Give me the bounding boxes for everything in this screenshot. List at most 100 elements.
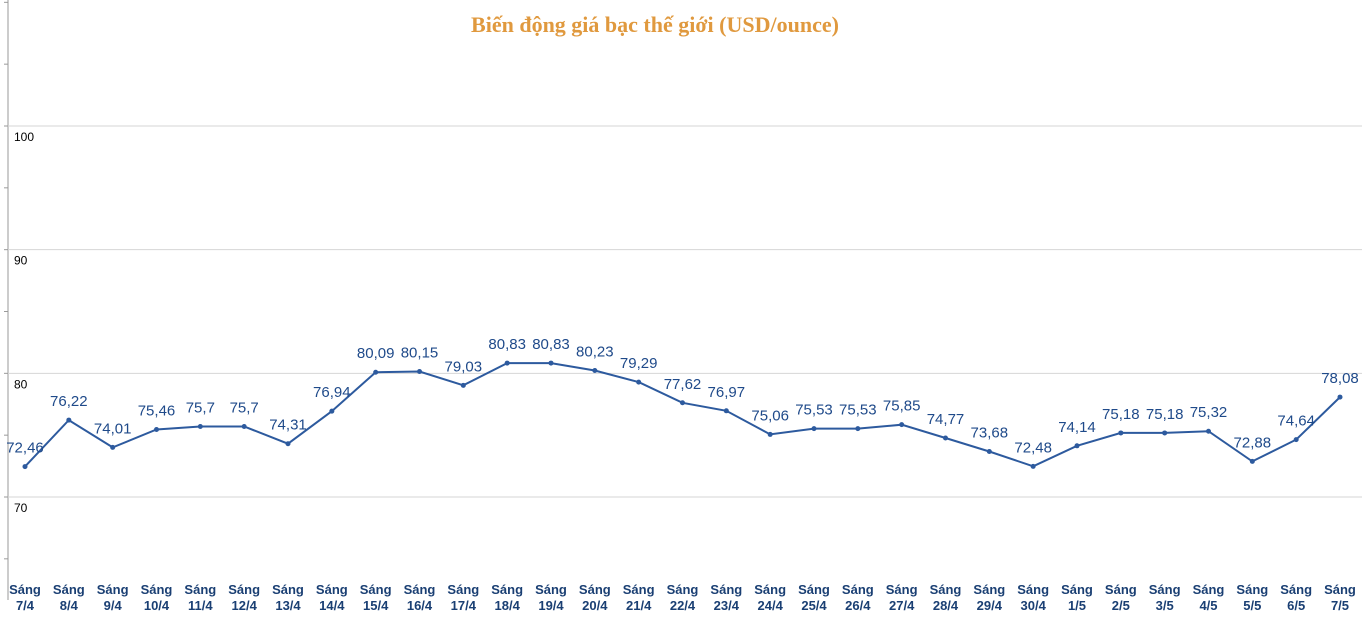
x-tick-label: Sáng	[1149, 582, 1181, 597]
data-label: 80,23	[576, 343, 614, 360]
x-tick-label: Sáng	[360, 582, 392, 597]
x-tick-label: Sáng	[535, 582, 567, 597]
x-tick-label: Sáng	[623, 582, 655, 597]
data-label: 72,48	[1014, 439, 1052, 456]
data-point	[197, 424, 203, 430]
data-label: 75,53	[795, 402, 833, 419]
data-point	[1249, 458, 1255, 464]
x-tick-label: 24/4	[758, 598, 784, 613]
data-label: 72,46	[6, 440, 44, 457]
x-tick-label: 19/4	[538, 598, 564, 613]
x-tick-label: Sáng	[97, 582, 129, 597]
data-label: 75,46	[138, 402, 176, 419]
y-tick-label: 100	[14, 130, 34, 144]
data-label: 78,08	[1321, 370, 1359, 387]
x-tick-label: Sáng	[667, 582, 699, 597]
data-point	[373, 369, 379, 375]
x-tick-label: Sáng	[1236, 582, 1268, 597]
x-tick-label: Sáng	[316, 582, 348, 597]
data-point	[22, 464, 28, 470]
data-point	[1162, 430, 1168, 436]
x-tick-label: 11/4	[188, 598, 213, 613]
data-point	[767, 431, 773, 437]
x-tick-label: 8/4	[60, 598, 79, 613]
x-tick-label: Sáng	[1017, 582, 1049, 597]
x-tick-label: 21/4	[626, 598, 652, 613]
x-tick-label: Sáng	[1105, 582, 1137, 597]
data-point	[241, 424, 247, 430]
y-tick-label: 70	[14, 501, 28, 515]
data-point	[680, 400, 685, 406]
x-tick-label: 12/4	[232, 598, 258, 613]
x-tick-label: 28/4	[933, 598, 959, 613]
x-tick-label: 15/4	[363, 598, 389, 613]
x-tick-label: 7/5	[1331, 598, 1349, 613]
data-point	[66, 417, 72, 423]
x-tick-label: Sáng	[9, 582, 41, 597]
data-point	[548, 360, 554, 366]
data-label: 75,18	[1146, 406, 1184, 423]
x-tick-label: Sáng	[1324, 582, 1356, 597]
data-label: 75,53	[839, 402, 877, 419]
data-label: 75,06	[751, 407, 789, 424]
data-label: 76,97	[708, 384, 746, 401]
data-label: 75,7	[186, 400, 215, 417]
x-tick-label: Sáng	[973, 582, 1005, 597]
x-tick-label: Sáng	[579, 582, 611, 597]
data-point	[460, 382, 466, 388]
x-tick-label: 3/5	[1156, 598, 1174, 613]
data-label: 75,7	[230, 400, 259, 417]
data-point	[110, 444, 116, 450]
data-point	[592, 367, 598, 373]
data-point	[1337, 394, 1343, 400]
x-tick-label: Sáng	[272, 582, 304, 597]
data-point	[154, 426, 159, 432]
y-tick-label: 90	[14, 254, 28, 268]
data-point	[943, 435, 948, 441]
x-tick-label: 16/4	[407, 598, 433, 613]
x-tick-label: 10/4	[144, 598, 170, 613]
data-point	[1074, 443, 1080, 449]
x-tick-label: Sáng	[53, 582, 85, 597]
data-point	[723, 408, 729, 414]
x-tick-label: 17/4	[451, 598, 477, 613]
data-label: 74,64	[1277, 413, 1315, 430]
data-point	[855, 426, 861, 432]
data-label: 74,01	[94, 420, 132, 437]
x-tick-label: Sáng	[447, 582, 479, 597]
x-tick-label: Sáng	[886, 582, 918, 597]
data-label: 74,31	[269, 417, 307, 434]
x-tick-label: 13/4	[275, 598, 301, 613]
x-tick-label: 29/4	[977, 598, 1003, 613]
x-tick-label: 2/5	[1112, 598, 1130, 613]
data-point	[811, 426, 817, 432]
x-tick-label: Sáng	[404, 582, 436, 597]
x-tick-label: Sáng	[228, 582, 260, 597]
data-label: 74,77	[927, 411, 965, 428]
x-tick-label: Sáng	[710, 582, 742, 597]
x-tick-label: 20/4	[582, 598, 608, 613]
x-tick-label: Sáng	[141, 582, 173, 597]
data-label: 77,62	[664, 376, 702, 393]
x-tick-label: 25/4	[801, 598, 827, 613]
x-tick-label: Sáng	[491, 582, 523, 597]
data-point	[417, 368, 422, 374]
data-label: 73,68	[971, 424, 1009, 441]
x-tick-label: 14/4	[319, 598, 345, 613]
x-tick-label: 5/5	[1243, 598, 1261, 613]
x-tick-label: 30/4	[1021, 598, 1047, 613]
x-tick-label: Sáng	[184, 582, 216, 597]
y-tick-label: 80	[14, 377, 28, 391]
data-label: 75,18	[1102, 406, 1140, 423]
data-label: 79,29	[620, 355, 658, 372]
x-tick-label: Sáng	[842, 582, 874, 597]
data-label: 80,15	[401, 344, 439, 361]
chart-title: Biến động giá bạc thế giới (USD/ounce)	[471, 12, 839, 37]
x-tick-label: 6/5	[1287, 598, 1305, 613]
data-point	[899, 422, 905, 428]
x-tick-label: 18/4	[495, 598, 521, 613]
x-tick-label: Sáng	[930, 582, 962, 597]
x-tick-label: 7/4	[16, 598, 35, 613]
data-label: 76,94	[313, 384, 351, 401]
